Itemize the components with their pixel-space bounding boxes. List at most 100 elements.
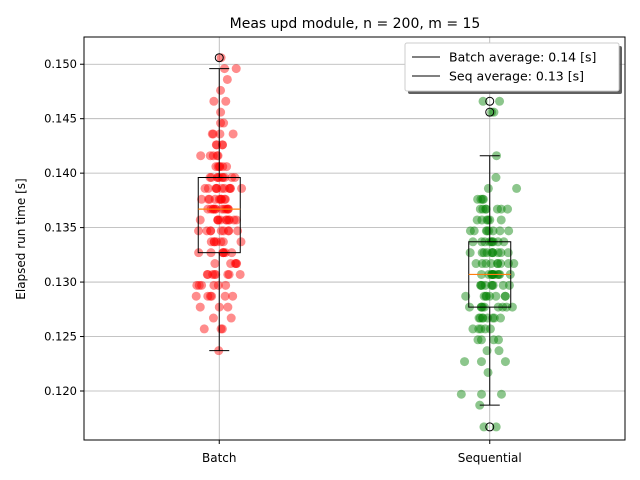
data-point [492, 204, 502, 214]
data-point [203, 291, 213, 301]
data-point [473, 335, 483, 345]
data-point [474, 313, 484, 323]
data-point [475, 400, 485, 410]
data-point [478, 204, 488, 214]
data-point [218, 237, 228, 247]
data-point [210, 259, 220, 269]
plot-frame [83, 36, 626, 441]
data-point [235, 269, 245, 279]
data-point [200, 183, 210, 193]
data-point [209, 96, 219, 106]
data-point [202, 226, 212, 236]
data-point [216, 53, 226, 63]
data-point [224, 215, 234, 225]
data-point [476, 335, 486, 345]
data-point [221, 280, 231, 290]
data-point [494, 346, 504, 356]
data-point [218, 162, 228, 172]
data-point [228, 129, 238, 139]
data-point [503, 204, 513, 214]
data-point [487, 107, 497, 117]
flier-point [485, 422, 495, 432]
y-tick-label: 0.145 [44, 112, 77, 126]
data-point [207, 291, 217, 301]
data-point [500, 357, 510, 367]
data-point [487, 280, 497, 290]
data-point [213, 162, 223, 172]
y-axis: 0.120 0.125 0.130 0.135 0.140 0.145 0.150 [44, 57, 84, 398]
data-point [203, 183, 213, 193]
data-point [477, 248, 487, 258]
data-point [488, 226, 498, 236]
data-point [489, 335, 499, 345]
data-point [219, 118, 229, 128]
data-point [493, 259, 503, 269]
data-point [220, 194, 230, 204]
data-point [217, 140, 227, 150]
data-point [479, 248, 489, 258]
data-point [493, 248, 503, 258]
data-point [478, 194, 488, 204]
y-tick-label: 0.140 [44, 166, 77, 180]
y-tick-label: 0.125 [44, 330, 77, 344]
data-point [483, 215, 493, 225]
data-point [208, 151, 218, 161]
legend-entry-seq: Seq average: 0.13 [s] [449, 69, 584, 84]
data-point [478, 96, 488, 106]
data-point [481, 291, 491, 301]
data-point [478, 313, 488, 323]
data-point [488, 313, 498, 323]
data-point [220, 291, 230, 301]
data-point [213, 215, 223, 225]
data-point [194, 280, 204, 290]
data-point [232, 215, 242, 225]
data-point [221, 96, 231, 106]
data-point [202, 269, 212, 279]
data-point [237, 183, 247, 193]
data-point [481, 204, 491, 214]
data-point [216, 226, 226, 236]
data-point [205, 151, 215, 161]
data-point [477, 215, 487, 225]
data-point [218, 140, 228, 150]
data-point [480, 324, 490, 334]
data-point [217, 194, 227, 204]
data-point [222, 74, 232, 84]
data-point [211, 162, 221, 172]
data-point [211, 183, 221, 193]
data-point [471, 259, 481, 269]
y-tick-label: 0.150 [44, 57, 77, 71]
data-point [491, 422, 501, 432]
data-point [504, 226, 514, 236]
data-point [493, 335, 503, 345]
data-point [203, 194, 213, 204]
data-point [208, 269, 218, 279]
data-point [222, 215, 232, 225]
data-point [507, 302, 517, 312]
data-point [221, 215, 231, 225]
data-point [233, 226, 243, 236]
data-point [231, 64, 241, 74]
flier-point [485, 107, 495, 117]
data-point [481, 226, 491, 236]
data-point [477, 280, 487, 290]
data-point [210, 194, 220, 204]
data-point [216, 194, 226, 204]
data-point [465, 226, 475, 236]
data-point [482, 248, 492, 258]
data-point [493, 259, 503, 269]
flier-point [485, 96, 495, 106]
data-point [208, 313, 218, 323]
legend-entry-batch: Batch average: 0.14 [s] [449, 50, 596, 65]
data-point [197, 194, 207, 204]
data-point [220, 194, 230, 204]
x-tick-label: Batch [202, 451, 237, 465]
data-point [487, 280, 497, 290]
data-point [481, 291, 491, 301]
data-point [211, 183, 221, 193]
data-point [483, 367, 493, 377]
data-point [211, 140, 221, 150]
data-point [216, 194, 226, 204]
data-point [476, 194, 486, 204]
data-point [479, 291, 489, 301]
